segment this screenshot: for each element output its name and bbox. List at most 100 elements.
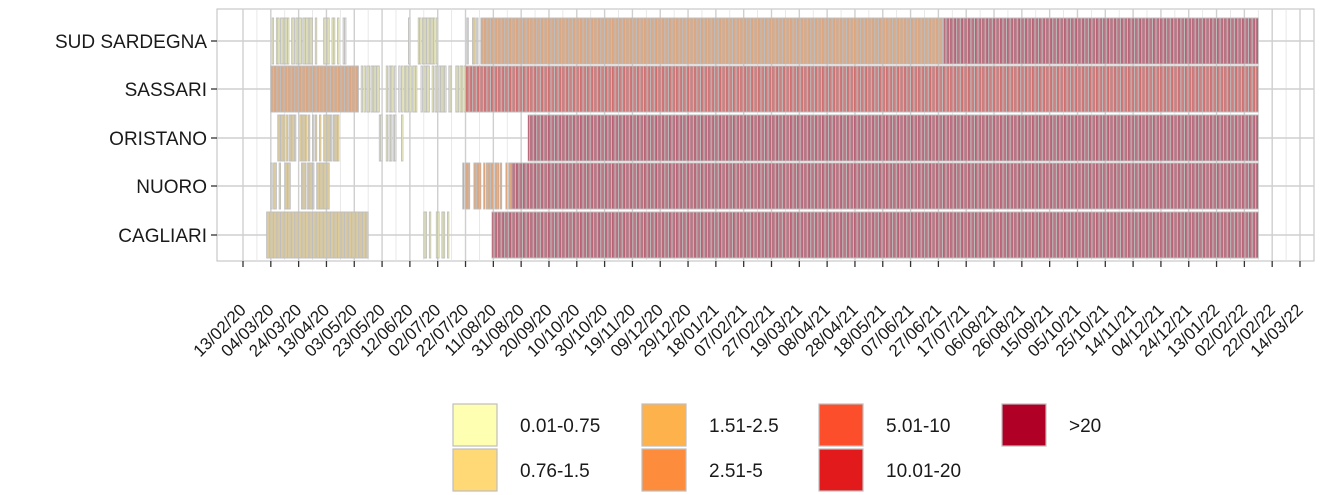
heatmap-cell (333, 18, 334, 64)
heatmap-cell (474, 18, 475, 64)
heatmap-cell (328, 163, 329, 209)
heatmap-cell (313, 163, 314, 209)
legend-swatch (642, 404, 686, 446)
heatmap-cell (425, 212, 426, 258)
y-tick-label: CAGLIARI (118, 226, 207, 247)
heatmap-cell (407, 66, 408, 112)
heatmap-cell (428, 66, 429, 112)
legend-label: 5.01-10 (886, 416, 950, 437)
heatmap-cell (420, 18, 421, 64)
y-tick-label: NUORO (136, 177, 207, 198)
heatmap-cell (395, 115, 396, 161)
heatmap-cell (399, 66, 400, 112)
heatmap-cell (443, 212, 444, 258)
heatmap-cell (1257, 212, 1258, 258)
heatmap-cell (357, 66, 358, 112)
heatmap-cell (421, 66, 422, 112)
heatmap-cell (479, 163, 480, 209)
heatmap-cell (1257, 163, 1258, 209)
heatmap-cell (467, 18, 468, 64)
heatmap-cell (311, 18, 312, 64)
heatmap-cell (368, 66, 369, 112)
heatmap-cell (1257, 66, 1258, 112)
heatmap-cell (436, 18, 437, 64)
heatmap-cell (367, 212, 368, 258)
heatmap-cell (461, 66, 462, 112)
heatmap-cell (468, 163, 469, 209)
heatmap-cell (463, 163, 464, 209)
heatmap-cell (395, 66, 396, 112)
legend-label: 2.51-5 (709, 461, 763, 482)
legend-swatch (819, 404, 863, 446)
heatmap-row (272, 18, 1258, 64)
heatmap-cell (293, 18, 294, 64)
heatmap-cell (361, 66, 362, 112)
heatmap-cell (402, 115, 403, 161)
heatmap-cell (410, 66, 411, 112)
heatmap-cell (415, 66, 416, 112)
heatmap-cell (364, 66, 365, 112)
heatmap-cell (392, 66, 393, 112)
legend-swatch (453, 404, 497, 446)
heatmap-cell (1257, 18, 1258, 64)
heatmap-cell (286, 115, 287, 161)
heatmap-cell (477, 18, 478, 64)
heatmap-cell (500, 163, 501, 209)
heatmap-cell (438, 212, 439, 258)
heatmap-cell (506, 163, 507, 209)
heatmap-cell (402, 66, 403, 112)
heatmap-cell (381, 115, 382, 161)
heatmap-cell (390, 115, 391, 161)
legend-label: 1.51-2.5 (709, 416, 779, 437)
heatmap-cell (315, 115, 316, 161)
heatmap-cell (409, 18, 410, 64)
legend-label: 0.76-1.5 (520, 461, 590, 482)
heatmap-cell (300, 18, 301, 64)
heatmap-cell (289, 163, 290, 209)
heatmap-cell (492, 163, 493, 209)
heatmap-cell (315, 18, 316, 64)
heatmap-cell (338, 18, 339, 64)
heatmap-cell (429, 212, 430, 258)
heatmap-cell (272, 18, 273, 64)
heatmap-cell (338, 115, 339, 161)
heatmap-cell (432, 66, 433, 112)
heatmap-cell (1257, 115, 1258, 161)
heatmap-cell (313, 115, 314, 161)
y-tick-label: SASSARI (125, 80, 207, 101)
heatmap-cell (450, 66, 451, 112)
heatmap-cell (328, 18, 329, 64)
heatmap-cell (278, 18, 279, 64)
heatmap-cell (319, 115, 320, 161)
heatmap-cell (308, 115, 309, 161)
heatmap-cell (484, 163, 485, 209)
y-tick-label: ORISTANO (109, 129, 207, 150)
heatmap-cell (271, 163, 272, 209)
heatmap-cell (331, 115, 332, 161)
legend-label: 0.01-0.75 (520, 416, 600, 437)
heatmap-cell (386, 66, 387, 112)
legend-label: >20 (1069, 416, 1101, 437)
heatmap-cell (275, 163, 276, 209)
heatmap-cell (378, 66, 379, 112)
heatmap-cell (279, 163, 280, 209)
heatmap-cell (288, 18, 289, 64)
legend-label: 10.01-20 (886, 461, 961, 482)
heatmap-cell (434, 18, 435, 64)
heatmap-cell (306, 115, 307, 161)
heatmap-cell (445, 66, 446, 112)
legend-swatch (1002, 404, 1046, 446)
heatmap-cell (304, 163, 305, 209)
heatmap-cell (345, 18, 346, 64)
y-tick-label: SUD SARDEGNA (55, 32, 207, 53)
heatmap-cell (386, 115, 387, 161)
legend-swatch (642, 449, 686, 491)
heatmap-cell (294, 115, 295, 161)
heatmap-cell (436, 66, 437, 112)
heatmap-cell (498, 163, 499, 209)
heatmap-cell (283, 115, 284, 161)
legend-swatch (453, 449, 497, 491)
heatmap-cell (447, 212, 448, 258)
heatmap-cell (457, 66, 458, 112)
